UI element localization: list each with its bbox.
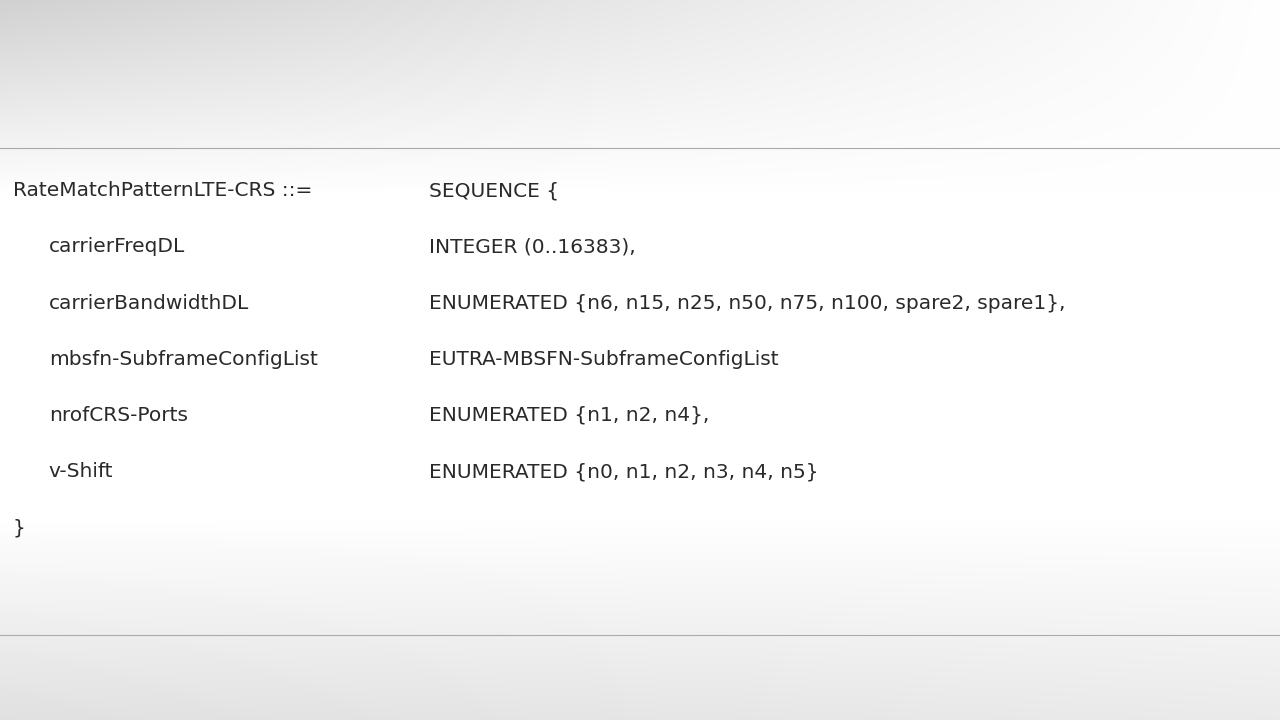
Text: carrierBandwidthDL: carrierBandwidthDL bbox=[49, 294, 248, 312]
Text: }: } bbox=[13, 518, 26, 537]
Text: v-Shift: v-Shift bbox=[49, 462, 113, 481]
Text: INTEGER (0..16383),: INTEGER (0..16383), bbox=[429, 238, 636, 256]
Text: mbsfn-SubframeConfigList: mbsfn-SubframeConfigList bbox=[49, 350, 317, 369]
Text: ENUMERATED {n0, n1, n2, n3, n4, n5}: ENUMERATED {n0, n1, n2, n3, n4, n5} bbox=[429, 462, 818, 481]
Text: EUTRA-MBSFN-SubframeConfigList: EUTRA-MBSFN-SubframeConfigList bbox=[429, 350, 778, 369]
Text: ENUMERATED {n6, n15, n25, n50, n75, n100, spare2, spare1},: ENUMERATED {n6, n15, n25, n50, n75, n100… bbox=[429, 294, 1065, 312]
Text: nrofCRS-Ports: nrofCRS-Ports bbox=[49, 406, 188, 425]
Text: ENUMERATED {n1, n2, n4},: ENUMERATED {n1, n2, n4}, bbox=[429, 406, 709, 425]
Text: RateMatchPatternLTE-CRS ::=: RateMatchPatternLTE-CRS ::= bbox=[13, 181, 312, 200]
Text: SEQUENCE {: SEQUENCE { bbox=[429, 181, 559, 200]
Text: carrierFreqDL: carrierFreqDL bbox=[49, 238, 184, 256]
